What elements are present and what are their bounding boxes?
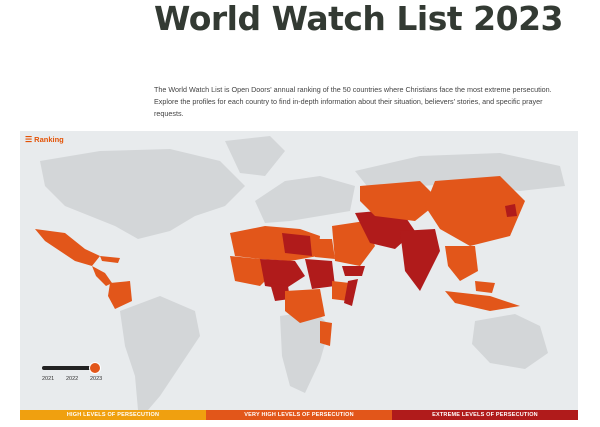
land-greenland bbox=[225, 136, 285, 176]
year-label-2021[interactable]: 2021 bbox=[42, 376, 55, 382]
land-europe bbox=[255, 176, 355, 223]
world-map[interactable]: ☰ Ranking 2021 2022 2023 bbox=[20, 131, 578, 410]
country-egypt[interactable] bbox=[312, 239, 335, 259]
country-cuba[interactable] bbox=[100, 256, 120, 263]
country-libya[interactable] bbox=[282, 233, 312, 256]
land-north-america bbox=[40, 149, 245, 239]
legend-extreme: EXTREME LEVELS OF PERSECUTION bbox=[392, 410, 578, 420]
year-slider-handle[interactable] bbox=[90, 363, 100, 373]
country-mexico[interactable] bbox=[35, 229, 100, 266]
page-title: World Watch List 2023 bbox=[154, 0, 564, 38]
year-slider[interactable]: 2021 2022 2023 bbox=[42, 361, 103, 382]
country-central-america[interactable] bbox=[92, 266, 112, 286]
country-sudan[interactable] bbox=[305, 259, 335, 289]
country-colombia[interactable] bbox=[108, 281, 132, 309]
country-mali-niger[interactable] bbox=[260, 259, 305, 289]
country-somalia[interactable] bbox=[344, 279, 358, 306]
ranking-button[interactable]: ☰ Ranking bbox=[25, 135, 64, 144]
land-southern-africa bbox=[280, 311, 330, 393]
intro-paragraph-2: Explore the profiles for each country to… bbox=[154, 97, 543, 118]
persecution-legend: HIGH LEVELS OF PERSECUTION VERY HIGH LEV… bbox=[20, 410, 578, 420]
menu-icon: ☰ bbox=[25, 135, 33, 144]
country-middle-east[interactable] bbox=[332, 221, 375, 266]
country-southeast-asia[interactable] bbox=[445, 246, 478, 281]
intro-text: The World Watch List is Open Doors' annu… bbox=[154, 84, 574, 120]
country-north-korea[interactable] bbox=[505, 204, 517, 217]
year-label-2022[interactable]: 2022 bbox=[66, 376, 79, 382]
country-malaysia[interactable] bbox=[475, 281, 495, 293]
legend-high: HIGH LEVELS OF PERSECUTION bbox=[20, 410, 206, 420]
country-central-africa[interactable] bbox=[285, 289, 325, 323]
legend-very-high: VERY HIGH LEVELS OF PERSECUTION bbox=[206, 410, 392, 420]
land-south-america bbox=[120, 296, 200, 410]
country-central-asia[interactable] bbox=[360, 181, 440, 221]
year-label-2023[interactable]: 2023 bbox=[90, 376, 103, 382]
country-yemen[interactable] bbox=[342, 266, 365, 276]
ranking-label: Ranking bbox=[34, 135, 64, 144]
country-india[interactable] bbox=[400, 229, 440, 291]
world-map-graphic bbox=[35, 136, 565, 410]
intro-paragraph-1: The World Watch List is Open Doors' annu… bbox=[154, 85, 552, 94]
country-mozambique[interactable] bbox=[320, 321, 332, 346]
country-china[interactable] bbox=[425, 176, 525, 246]
country-indonesia[interactable] bbox=[445, 291, 520, 311]
year-slider-track[interactable] bbox=[42, 366, 100, 370]
land-australia bbox=[472, 314, 548, 369]
